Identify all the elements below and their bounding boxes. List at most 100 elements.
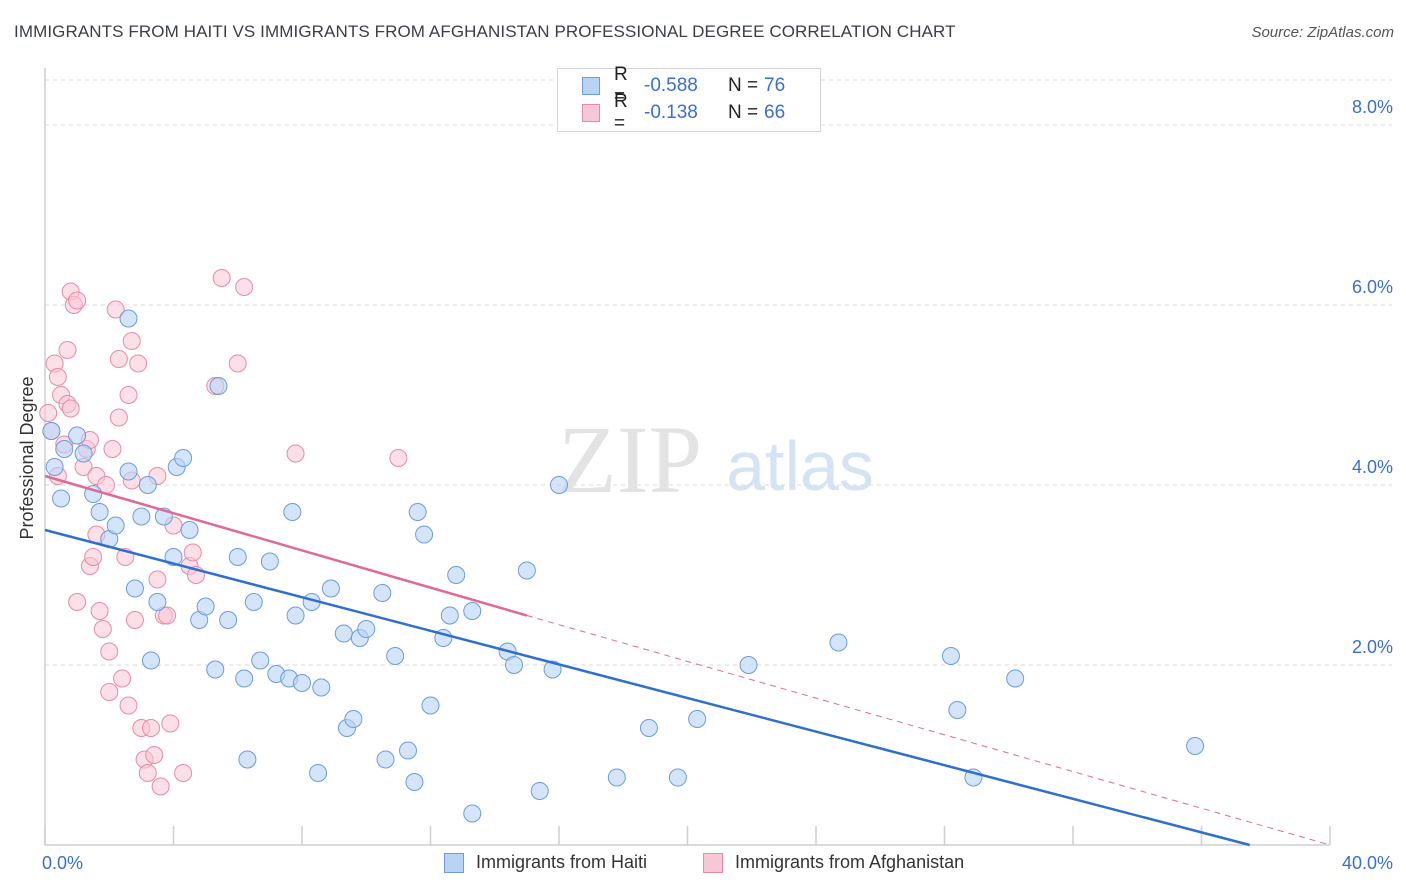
- afghanistan-legend-swatch: [703, 852, 723, 873]
- haiti-point: [463, 602, 482, 620]
- haiti-point: [196, 597, 215, 616]
- haiti-point: [219, 611, 238, 629]
- haiti-trendline: [44, 528, 1251, 847]
- haiti-point: [344, 710, 363, 728]
- haiti-point: [357, 620, 376, 638]
- afghanistan-point: [145, 746, 164, 764]
- haiti-point: [505, 656, 524, 674]
- haiti-point: [408, 503, 427, 521]
- haiti-point: [228, 548, 247, 566]
- haiti-point: [174, 449, 193, 467]
- trendlines: [44, 474, 1331, 847]
- haiti-point: [283, 503, 302, 521]
- haiti-point: [668, 768, 687, 787]
- watermark-zip: ZIP: [558, 406, 702, 513]
- haiti-point: [373, 584, 392, 602]
- haiti-point: [1006, 669, 1025, 688]
- correlation-legend: R = -0.588 N = 76 R = -0.138 N = 66: [557, 64, 821, 134]
- afghanistan-point: [286, 444, 305, 463]
- afghanistan-point: [129, 354, 148, 373]
- haiti-point: [206, 660, 225, 679]
- grid-lines: [45, 79, 1392, 666]
- haiti-point: [286, 606, 305, 625]
- n-value-afghanistan: 66: [764, 102, 786, 123]
- afghanistan-point: [109, 350, 128, 368]
- r-label: R =: [614, 64, 628, 107]
- y-tick-label: 2.0%: [1352, 637, 1393, 657]
- haiti-point: [235, 669, 254, 688]
- n-label: N =: [728, 102, 759, 123]
- haiti-point: [106, 516, 125, 535]
- haiti-point: [119, 462, 138, 481]
- haiti-point: [238, 750, 257, 769]
- afghanistan-trendline: [44, 474, 528, 617]
- legend-item-afghanistan[interactable]: Immigrants from Afghanistan: [703, 852, 964, 873]
- haiti-point: [90, 503, 109, 521]
- haiti-point: [244, 593, 263, 611]
- afghanistan-point: [84, 548, 103, 566]
- afghanistan-point: [106, 300, 125, 319]
- afghanistan-point: [161, 714, 180, 733]
- afghanistan-point: [174, 764, 193, 782]
- haiti-point: [739, 656, 758, 674]
- legend-row-afghanistan: R = -0.138 N = 66: [582, 91, 786, 134]
- haiti-point: [399, 741, 418, 760]
- haiti-point: [260, 552, 279, 571]
- r-value-afghanistan: -0.138: [644, 102, 698, 123]
- haiti-point: [941, 647, 960, 665]
- haiti-point: [1186, 737, 1205, 755]
- haiti-point: [55, 440, 74, 458]
- afghanistan-point: [151, 777, 170, 796]
- watermark-atlas: atlas: [726, 427, 874, 505]
- source-label: Source: ZipAtlas.com: [1251, 24, 1394, 41]
- haiti-point: [251, 651, 270, 670]
- haiti-point: [309, 764, 328, 782]
- y-tick-label: 4.0%: [1352, 457, 1393, 477]
- chart-title: IMMIGRANTS FROM HAITI VS IMMIGRANTS FROM…: [14, 22, 956, 41]
- haiti-point: [209, 377, 228, 395]
- afghanistan-point: [68, 291, 87, 310]
- afghanistan-point: [93, 620, 112, 638]
- y-tick-label: 6.0%: [1352, 277, 1393, 297]
- n-value-haiti: 76: [764, 75, 786, 96]
- haiti-points: [42, 309, 1205, 823]
- afghanistan-swatch: [582, 104, 600, 122]
- haiti-point: [447, 566, 466, 584]
- afghanistan-points: [39, 269, 408, 796]
- afghanistan-point: [113, 669, 132, 688]
- haiti-point: [132, 507, 151, 526]
- legend-item-haiti[interactable]: Immigrants from Haiti: [444, 852, 647, 873]
- afghanistan-trendline-extension: [526, 615, 1331, 846]
- x-tick-label: 0.0%: [42, 853, 83, 873]
- haiti-point: [45, 458, 64, 476]
- watermark: ZIP atlas: [558, 406, 874, 513]
- series-legend: Immigrants from Haiti Immigrants from Af…: [0, 852, 1406, 878]
- afghanistan-point: [100, 642, 119, 661]
- haiti-point: [517, 561, 536, 580]
- afghanistan-point: [119, 386, 138, 404]
- afghanistan-point: [125, 611, 144, 629]
- afghanistan-point: [212, 269, 231, 287]
- afghanistan-point: [100, 683, 119, 701]
- haiti-point: [312, 678, 331, 697]
- haiti-point: [119, 309, 138, 328]
- afghanistan-point: [58, 341, 77, 359]
- haiti-point: [543, 660, 562, 679]
- haiti-point: [138, 476, 157, 494]
- haiti-point: [386, 647, 405, 665]
- haiti-point: [334, 624, 353, 643]
- afghanistan-point: [183, 543, 202, 562]
- haiti-point: [829, 633, 848, 652]
- haiti-point: [68, 426, 87, 445]
- afghanistan-point: [142, 719, 161, 737]
- haiti-point: [293, 674, 311, 692]
- afghanistan-point: [39, 404, 58, 422]
- haiti-point: [42, 422, 61, 440]
- haiti-point: [125, 579, 144, 598]
- haiti-swatch: [582, 77, 600, 95]
- haiti-point: [405, 773, 424, 791]
- haiti-point: [688, 710, 707, 728]
- haiti-point: [74, 444, 93, 463]
- haiti-point: [180, 521, 199, 539]
- tick-labels: 2.0% 4.0% 6.0% 8.0% 0.0% 40.0%: [42, 97, 1393, 873]
